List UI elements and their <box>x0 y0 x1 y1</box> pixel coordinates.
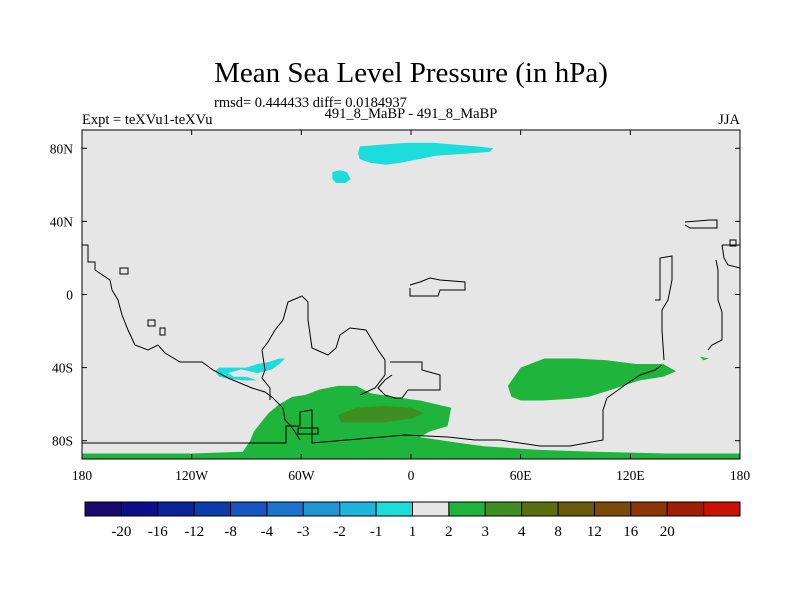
coastline-africa <box>261 295 386 400</box>
colorbar-swatch <box>120 501 159 517</box>
colorbar-label: 16 <box>623 524 639 540</box>
small-islands <box>119 239 737 435</box>
colorbar-label: 2 <box>445 524 453 540</box>
colorbar-swatch <box>484 501 523 517</box>
colorbar-swatch <box>339 501 377 517</box>
colorbar-swatch <box>193 501 232 517</box>
colorbar-label: -2 <box>333 524 346 540</box>
y-tick-label: 80S <box>52 434 73 449</box>
colorbar-swatch <box>630 501 668 517</box>
y-tick-label: 0 <box>66 288 73 303</box>
colorbar-swatch <box>302 501 341 517</box>
colorbar-label: -20 <box>111 524 131 540</box>
colorbar-label: 8 <box>554 524 562 540</box>
y-axis: 80N 40N 0 40S 80S <box>50 141 740 449</box>
x-tick-label: 120E <box>616 468 645 483</box>
anomaly-layer <box>82 142 740 459</box>
coastline-east <box>655 255 673 361</box>
chart-title: Mean Sea Level Pressure (in hPa) <box>214 57 608 89</box>
colorbar-swatch <box>666 501 705 517</box>
x-tick-label: 180 <box>730 468 751 483</box>
coastline-eurasia <box>377 361 441 399</box>
colorbar-label: -4 <box>261 524 274 540</box>
colorbar-swatch <box>230 501 268 517</box>
olive-core <box>337 406 424 423</box>
colorbar: -20 -16 -12 -8 -4 -3 -2 -1 1 2 3 4 8 12 16 20 <box>84 501 741 540</box>
y-tick-label: 80N <box>50 141 74 156</box>
x-tick-label: 60W <box>288 468 315 483</box>
colorbar-label: -12 <box>184 524 204 540</box>
colorbar-swatch <box>448 501 486 517</box>
colorbar-swatch <box>157 501 195 517</box>
colorbar-label: 12 <box>587 524 602 540</box>
colorbar-swatch <box>593 501 632 517</box>
colorbar-label: -8 <box>224 524 237 540</box>
colorbar-swatch <box>412 501 450 517</box>
x-tick-label: 180 <box>72 468 93 483</box>
coastline-americas <box>82 244 301 441</box>
colorbar-label: 4 <box>518 524 526 540</box>
south-pacific-cyan-blob <box>215 358 285 381</box>
indian-ocean-green-blob <box>507 358 676 401</box>
arctic-cyan-blob <box>358 142 494 165</box>
colorbar-label: -3 <box>297 524 310 540</box>
y-tick-label: 40S <box>52 361 73 376</box>
continent-outlines <box>82 219 741 447</box>
colorbar-swatch <box>521 501 559 517</box>
colorbar-label: 20 <box>660 524 675 540</box>
coastline-antarctica <box>82 364 663 447</box>
y-tick-label: 40N <box>50 214 74 229</box>
colorbar-swatch <box>84 501 122 517</box>
stats-line: rmsd= 0.444433 diff= 0.0184937 <box>214 95 407 111</box>
x-tick-label: 120W <box>175 468 208 483</box>
x-tick-label: 60E <box>510 468 532 483</box>
colorbar-label: -1 <box>370 524 383 540</box>
period-label: 491_8_MaBP - 491_8_MaBP <box>325 106 498 122</box>
colorbar-swatch <box>703 501 741 517</box>
x-axis: 180 120W 60W 0 60E 120E 180 <box>72 130 751 483</box>
north-atlantic-cyan-blob <box>332 170 351 183</box>
coastline-island <box>409 277 466 297</box>
colorbar-swatch <box>375 501 413 517</box>
colorbar-label: 3 <box>482 524 490 540</box>
colorbar-label: -16 <box>148 524 168 540</box>
small-green-dot <box>699 356 709 361</box>
coastline-arctic-edge <box>684 219 718 229</box>
colorbar-swatch <box>266 501 304 517</box>
coastline-far-east <box>707 244 741 351</box>
colorbar-swatch <box>557 501 595 517</box>
southern-ocean-green-main <box>82 385 740 459</box>
x-tick-label: 0 <box>408 468 415 483</box>
season-label: JJA <box>718 112 740 128</box>
colorbar-label: 1 <box>409 524 417 540</box>
experiment-label: Expt = teXVu1-teXVu <box>82 112 212 128</box>
